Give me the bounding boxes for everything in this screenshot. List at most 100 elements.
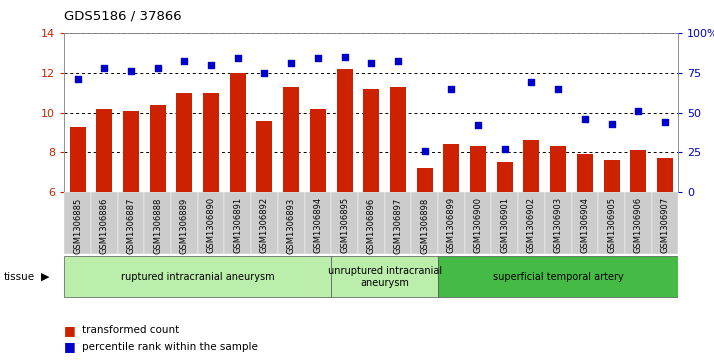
Bar [64, 256, 331, 297]
Bar [283, 87, 299, 192]
Bar [144, 192, 171, 254]
Bar [497, 163, 513, 192]
Bar [438, 192, 465, 254]
Point [339, 54, 351, 60]
Point [553, 86, 564, 91]
Text: GSM1306906: GSM1306906 [634, 197, 643, 253]
Point [99, 65, 110, 71]
Point [152, 65, 164, 71]
Text: GSM1306889: GSM1306889 [180, 197, 189, 254]
Bar [443, 144, 459, 192]
Bar [310, 109, 326, 192]
Point [579, 116, 590, 122]
Text: GSM1306885: GSM1306885 [73, 197, 82, 254]
Point [286, 60, 297, 66]
Bar [358, 192, 385, 254]
Text: GSM1306895: GSM1306895 [340, 197, 349, 253]
Bar [123, 110, 139, 192]
Bar [256, 121, 273, 192]
Bar [518, 192, 545, 254]
Bar [390, 87, 406, 192]
Point [606, 121, 618, 127]
Text: GSM1306904: GSM1306904 [580, 197, 589, 253]
Text: transformed count: transformed count [82, 325, 179, 335]
Bar [417, 168, 433, 192]
Bar [224, 192, 251, 254]
Bar [363, 89, 379, 192]
Bar [465, 192, 491, 254]
Bar [385, 192, 411, 254]
Text: GSM1306894: GSM1306894 [313, 197, 323, 253]
Text: GSM1306899: GSM1306899 [447, 197, 456, 253]
Text: GSM1306896: GSM1306896 [367, 197, 376, 254]
Bar [96, 109, 112, 192]
Text: tissue: tissue [4, 272, 35, 282]
Point [633, 108, 644, 114]
Point [232, 55, 243, 61]
Point [72, 76, 84, 82]
Bar [571, 192, 598, 254]
Text: GSM1306907: GSM1306907 [660, 197, 670, 253]
Point [499, 146, 511, 152]
Text: GSM1306886: GSM1306886 [100, 197, 109, 254]
Bar [251, 192, 278, 254]
Text: ■: ■ [64, 340, 76, 353]
Point [473, 122, 484, 128]
Text: GSM1306902: GSM1306902 [527, 197, 536, 253]
Bar [470, 147, 486, 192]
Bar [91, 192, 118, 254]
Text: unruptured intracranial
aneurysm: unruptured intracranial aneurysm [328, 266, 442, 287]
Point [258, 70, 270, 76]
Bar [630, 150, 646, 192]
Point [366, 60, 377, 66]
Point [312, 55, 323, 61]
Text: ▶: ▶ [41, 272, 50, 282]
Point [125, 68, 136, 74]
Bar [198, 192, 224, 254]
Bar [598, 192, 625, 254]
Point [206, 62, 217, 68]
Text: GSM1306893: GSM1306893 [287, 197, 296, 254]
Bar [305, 192, 331, 254]
Bar [545, 192, 571, 254]
Text: GSM1306903: GSM1306903 [553, 197, 563, 253]
Text: GSM1306887: GSM1306887 [126, 197, 136, 254]
Bar [64, 192, 91, 254]
Bar [118, 192, 144, 254]
Bar [577, 155, 593, 192]
Text: GSM1306900: GSM1306900 [473, 197, 483, 253]
Point [659, 119, 670, 125]
Point [392, 58, 403, 64]
Text: GSM1306901: GSM1306901 [501, 197, 509, 253]
Bar [603, 160, 620, 192]
Bar [230, 73, 246, 192]
Bar [657, 158, 673, 192]
Bar [278, 192, 305, 254]
Text: GSM1306905: GSM1306905 [607, 197, 616, 253]
Point [446, 86, 457, 91]
Text: percentile rank within the sample: percentile rank within the sample [82, 342, 258, 352]
Point [419, 148, 431, 154]
Text: GSM1306891: GSM1306891 [233, 197, 242, 253]
Point [178, 58, 190, 64]
Bar [523, 140, 540, 192]
Bar [331, 192, 358, 254]
Text: GDS5186 / 37866: GDS5186 / 37866 [64, 9, 182, 22]
Text: GSM1306888: GSM1306888 [154, 197, 162, 254]
Text: ■: ■ [64, 324, 76, 337]
Bar [203, 93, 219, 192]
Bar [411, 192, 438, 254]
Bar [625, 192, 652, 254]
Bar [652, 192, 678, 254]
Text: superficial temporal artery: superficial temporal artery [493, 272, 623, 282]
Bar [550, 147, 566, 192]
Bar [336, 69, 353, 192]
Point [526, 79, 537, 85]
Text: GSM1306897: GSM1306897 [393, 197, 403, 254]
Bar [438, 256, 678, 297]
Bar [176, 93, 192, 192]
Text: GSM1306890: GSM1306890 [206, 197, 216, 253]
Bar [331, 256, 438, 297]
Bar [491, 192, 518, 254]
Text: GSM1306892: GSM1306892 [260, 197, 269, 253]
